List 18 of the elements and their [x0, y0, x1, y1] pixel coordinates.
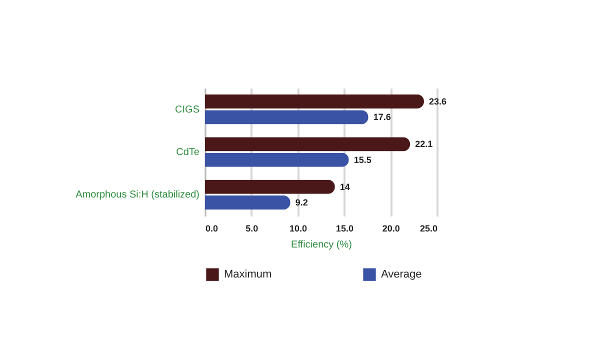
y-tick-label: CdTe [176, 147, 200, 158]
x-tick-label: 15.0 [336, 224, 354, 234]
data-label: 9.2 [295, 198, 308, 208]
data-label: 15.5 [354, 154, 372, 165]
y-tick-label: CIGS [175, 104, 200, 116]
data-label: 22.1 [415, 139, 433, 150]
data-label: 14 [340, 182, 350, 192]
data-label: 23.6 [429, 96, 447, 106]
x-tick-label: 5.0 [246, 224, 258, 234]
x-tick-label: 20.0 [382, 224, 400, 234]
legend-label: Average [381, 268, 422, 281]
x-tick-label: 25.0 [420, 224, 438, 234]
x-tick-label: 0.0 [206, 224, 218, 234]
y-tick-label: Amorphous Si:H (stabilized) [76, 190, 200, 201]
x-axis-title: Efficiency (%) [291, 240, 352, 250]
legend-label: Maximum [224, 268, 272, 281]
data-label: 17.6 [373, 112, 391, 122]
x-tick-label: 10.0 [290, 224, 308, 234]
